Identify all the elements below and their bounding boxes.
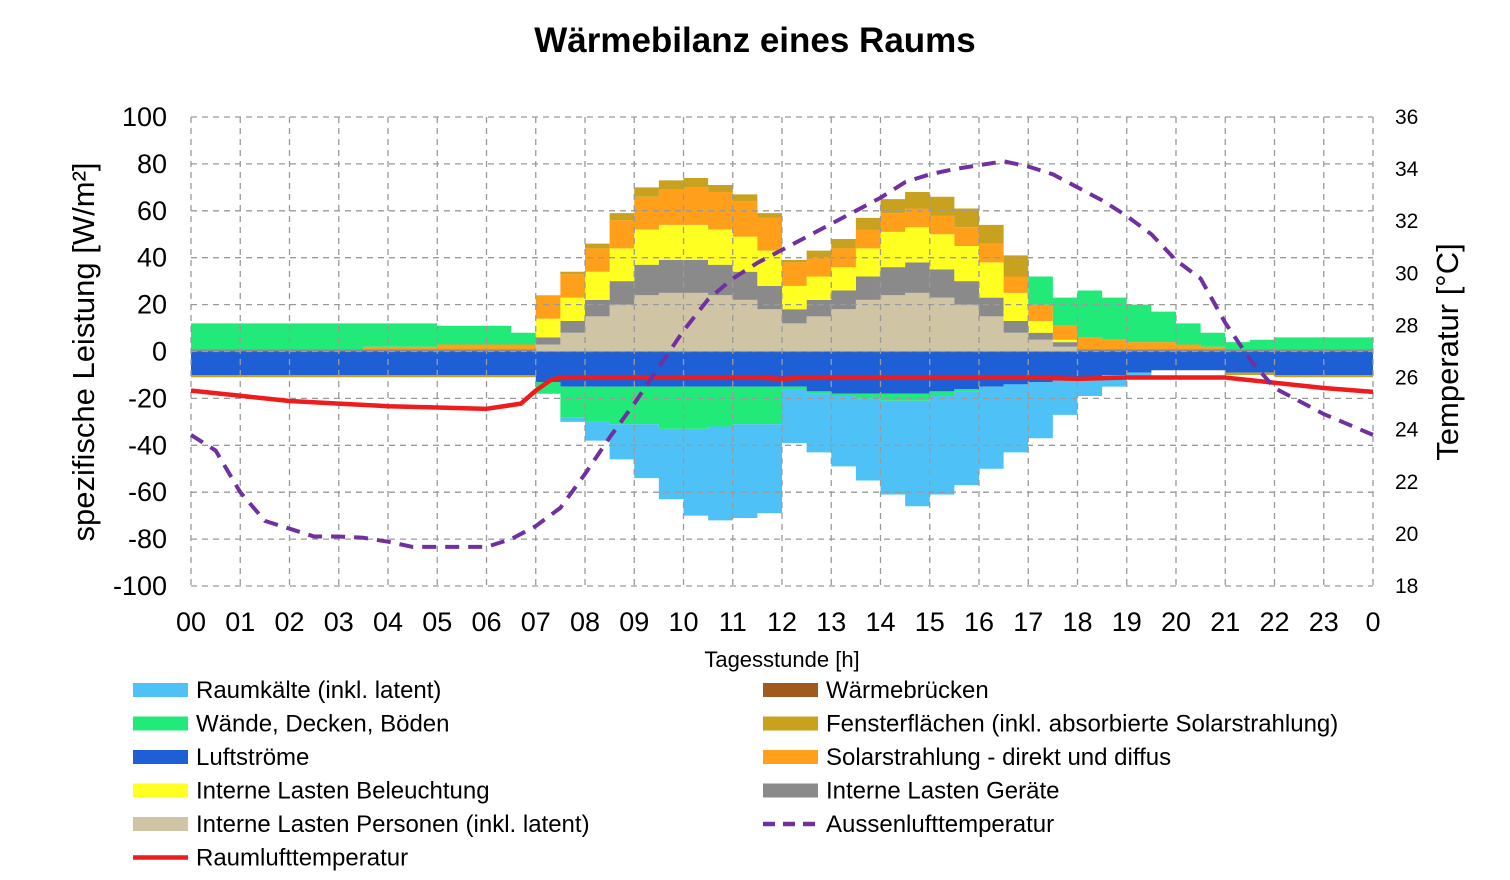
y-tick-label: 0 bbox=[152, 337, 167, 367]
x-tick-label: 13 bbox=[816, 607, 846, 637]
x-tick-label: 04 bbox=[373, 607, 403, 637]
legend-swatch bbox=[763, 750, 818, 764]
negative-area-1 bbox=[191, 370, 1373, 394]
y-tick-label: -60 bbox=[128, 477, 167, 507]
x-tick-label: 16 bbox=[964, 607, 994, 637]
legend-swatch bbox=[133, 750, 188, 764]
x-tick-label: 10 bbox=[668, 607, 698, 637]
y2-tick-label: 24 bbox=[1395, 419, 1419, 442]
temperature-lines bbox=[189, 159, 1374, 549]
y2-tick-label: 36 bbox=[1395, 106, 1418, 129]
chart-title: Wärmebilanz eines Raums bbox=[534, 21, 976, 60]
y2-tick-label: 18 bbox=[1395, 575, 1418, 598]
legend-label: Interne Lasten Beleuchtung bbox=[196, 778, 490, 805]
y-tick-label: 100 bbox=[122, 102, 167, 132]
y2-tick-label: 30 bbox=[1395, 262, 1418, 285]
x-tick-label: 08 bbox=[570, 607, 600, 637]
y-tick-label: -40 bbox=[128, 430, 167, 460]
legend-label: Luftströme bbox=[196, 744, 309, 771]
grid-lines bbox=[190, 116, 1374, 587]
legend-label: Raumkälte (inkl. latent) bbox=[196, 677, 441, 704]
y2-tick-label: 34 bbox=[1395, 158, 1419, 181]
x-tick-label: 07 bbox=[521, 607, 551, 637]
y2-tick-label: 32 bbox=[1395, 210, 1418, 233]
x-tick-label: 18 bbox=[1062, 607, 1092, 637]
temperature-line-0 bbox=[190, 375, 1374, 412]
y-tick-label: -80 bbox=[128, 524, 167, 554]
y2-tick-label: 26 bbox=[1395, 367, 1418, 390]
y2-tick-label: 20 bbox=[1395, 523, 1418, 546]
legend-swatch bbox=[763, 783, 818, 798]
legend-label: Solarstrahlung - direkt und diffus bbox=[826, 744, 1171, 771]
legend-swatch bbox=[763, 683, 818, 697]
x-tick-label: 00 bbox=[176, 607, 206, 637]
positive-area-3 bbox=[191, 187, 1373, 350]
legend-swatch bbox=[133, 716, 188, 731]
x-tick-label: 22 bbox=[1259, 607, 1289, 637]
x-tick-label: 06 bbox=[471, 607, 501, 637]
legend-label: Interne Lasten Personen (inkl. latent) bbox=[196, 811, 590, 838]
y-axis-label: spezifische Leistung [W/m²] bbox=[66, 162, 101, 541]
legend: Raumkälte (inkl. latent) Wärmebrücken Wänd… bbox=[133, 677, 1338, 872]
x-tick-label: 21 bbox=[1210, 607, 1240, 637]
x-tick-label: 03 bbox=[324, 607, 354, 637]
axes: 100806040200-20-40-60-80-100363432302826… bbox=[113, 102, 1419, 637]
x-tick-label: 11 bbox=[719, 607, 747, 637]
x-tick-label: 09 bbox=[619, 607, 649, 637]
y2-tick-label: 22 bbox=[1395, 471, 1418, 494]
legend-swatch bbox=[763, 716, 818, 731]
y2-axis-label: Temperatur [°C] bbox=[1430, 243, 1465, 460]
y-tick-label: -100 bbox=[113, 571, 167, 601]
y-tick-label: -20 bbox=[128, 383, 167, 413]
x-tick-label: 02 bbox=[274, 607, 304, 637]
legend-swatch bbox=[133, 817, 188, 831]
x-tick-label: 14 bbox=[865, 607, 895, 637]
x-tick-label: 23 bbox=[1309, 607, 1339, 637]
y2-tick-label: 28 bbox=[1395, 314, 1418, 337]
x-axis-label: Tagesstunde [h] bbox=[704, 647, 859, 672]
legend-swatch bbox=[133, 683, 188, 697]
x-tick-label: 01 bbox=[225, 607, 255, 637]
legend-swatch bbox=[133, 783, 188, 798]
legend-label: Wärmebrücken bbox=[826, 677, 989, 704]
y-tick-label: 40 bbox=[137, 243, 167, 273]
x-tick-label: 20 bbox=[1161, 607, 1191, 637]
legend-label: Wände, Decken, Böden bbox=[196, 711, 450, 738]
x-tick-label: 12 bbox=[767, 607, 797, 637]
x-tick-label: 0 bbox=[1365, 607, 1380, 637]
x-tick-label: 19 bbox=[1112, 607, 1142, 637]
x-tick-label: 17 bbox=[1013, 607, 1043, 637]
y-tick-label: 20 bbox=[137, 290, 167, 320]
y-tick-label: 60 bbox=[137, 196, 167, 226]
legend-label: Aussenlufttemperatur bbox=[826, 811, 1054, 838]
x-tick-label: 15 bbox=[915, 607, 945, 637]
legend-label: Interne Lasten Geräte bbox=[826, 778, 1059, 805]
legend-label: Raumlufttemperatur bbox=[196, 845, 408, 872]
x-tick-label: 05 bbox=[422, 607, 452, 637]
legend-label: Fensterflächen (inkl. absorbierte Solars… bbox=[826, 711, 1338, 738]
temperature-line-1 bbox=[189, 159, 1374, 549]
y-tick-label: 80 bbox=[137, 149, 167, 179]
